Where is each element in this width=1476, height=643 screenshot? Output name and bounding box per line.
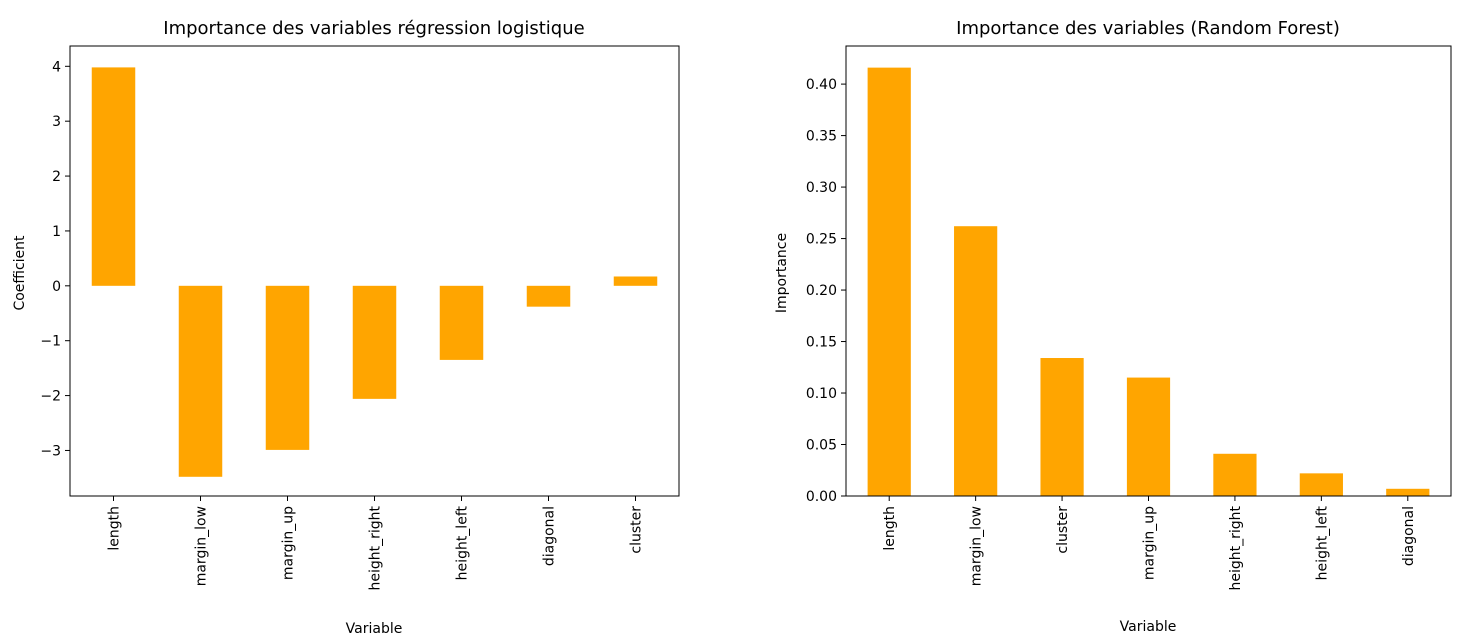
x-tick-label: margin_up bbox=[1142, 506, 1158, 580]
x-tick-label: height_right bbox=[368, 506, 384, 591]
x-tick-label: length bbox=[882, 506, 898, 551]
bar-height_left bbox=[1299, 473, 1343, 496]
bar-length bbox=[91, 67, 136, 286]
y-tick-label: 3 bbox=[52, 114, 61, 130]
bar-length bbox=[867, 67, 911, 496]
y-tick-label: 0.05 bbox=[806, 438, 837, 454]
y-tick-label: 0.25 bbox=[806, 232, 837, 248]
x-tick-label: cluster bbox=[629, 506, 645, 554]
bars bbox=[867, 67, 1430, 497]
x-tick-label: height_right bbox=[1228, 506, 1244, 591]
bar-height_right bbox=[1213, 453, 1257, 496]
x-tick-label: length bbox=[107, 506, 123, 551]
y-tick-label: −1 bbox=[40, 334, 61, 350]
bar-height_left bbox=[439, 285, 484, 360]
bar-margin_low bbox=[954, 226, 998, 497]
y-tick-label: 0.35 bbox=[806, 129, 837, 145]
x-tick-label: margin_up bbox=[281, 506, 297, 580]
y-tick-label: 0.30 bbox=[806, 180, 837, 196]
bar-diagonal bbox=[1386, 488, 1430, 496]
logistic-regression-chart: Importance des variables régression logi… bbox=[12, 18, 680, 637]
chart-title: Importance des variables (Random Forest) bbox=[956, 18, 1340, 39]
bar-diagonal bbox=[526, 285, 571, 307]
plot-frame bbox=[69, 45, 680, 497]
x-axis-label: Variable bbox=[1120, 619, 1177, 635]
y-ticks: −3 −2 −1 0 1 2 3 4 bbox=[40, 59, 70, 459]
y-tick-label: 0 bbox=[52, 279, 61, 295]
y-tick-label: 4 bbox=[52, 59, 61, 75]
random-forest-chart: Importance des variables (Random Forest)… bbox=[774, 18, 1452, 635]
y-tick-label: 0.15 bbox=[806, 335, 837, 351]
y-tick-label: 2 bbox=[52, 169, 61, 185]
y-tick-label: 0.40 bbox=[806, 77, 837, 93]
y-tick-label: 1 bbox=[52, 224, 61, 240]
y-tick-label: −2 bbox=[40, 389, 61, 405]
x-tick-label: diagonal bbox=[1401, 506, 1417, 566]
bar-margin_up bbox=[265, 285, 310, 450]
y-axis-label: Coefficient bbox=[12, 235, 28, 311]
chart-title: Importance des variables régression logi… bbox=[163, 18, 584, 39]
y-tick-label: 0.00 bbox=[806, 489, 837, 505]
x-tick-label: cluster bbox=[1055, 506, 1071, 554]
x-ticks: length margin_low cluster margin_up height_r… bbox=[882, 496, 1417, 591]
y-tick-label: 0.10 bbox=[806, 386, 837, 402]
bar-cluster bbox=[613, 276, 658, 286]
plot-frame bbox=[845, 45, 1452, 497]
bar-margin_up bbox=[1126, 377, 1171, 496]
y-tick-label: 0.20 bbox=[806, 283, 837, 299]
x-tick-label: height_left bbox=[1314, 506, 1330, 581]
bars bbox=[91, 67, 658, 477]
x-axis-label: Variable bbox=[346, 621, 403, 637]
y-axis-label: Importance bbox=[774, 233, 790, 313]
x-tick-label: diagonal bbox=[542, 506, 558, 566]
bar-cluster bbox=[1040, 358, 1084, 496]
bar-height_right bbox=[352, 285, 397, 399]
bar-margin_low bbox=[178, 285, 223, 477]
y-tick-label: −3 bbox=[40, 443, 61, 459]
x-ticks: length margin_low margin_up height_right hei… bbox=[107, 496, 645, 591]
x-tick-label: margin_low bbox=[194, 506, 210, 586]
x-tick-label: margin_low bbox=[969, 506, 985, 586]
y-ticks: 0.00 0.05 0.10 0.15 0.20 0.25 0.30 0.35 0.40 bbox=[806, 77, 846, 505]
x-tick-label: height_left bbox=[455, 506, 471, 581]
